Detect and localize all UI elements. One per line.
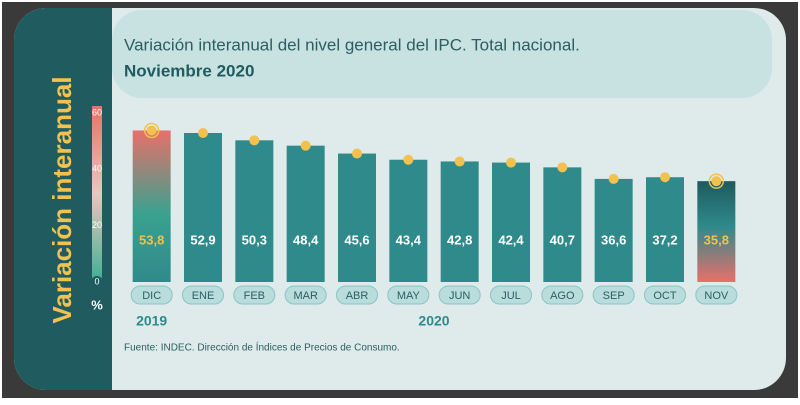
bar [389,159,428,282]
bar [338,153,376,282]
x-tick-label: DIC [142,290,161,302]
x-tick-label: SEP [603,290,625,302]
y-tick-label: 20 [92,220,102,230]
x-tick-label: JUL [501,290,521,302]
side-strip [14,8,112,390]
x-tick-label: ABR [346,290,369,302]
value-label: 50,3 [242,232,267,247]
x-tick-label: OCT [653,290,677,302]
x-tick-label: NOV [704,290,729,302]
category-pill [387,285,430,305]
x-tick-label: JUN [449,290,470,302]
value-label: 40,7 [550,232,575,247]
category-pill [233,285,276,305]
bar [440,161,479,282]
bar [184,132,222,282]
year-label: 2020 [418,313,449,329]
bar [543,167,582,282]
value-label: 52,9 [190,232,215,247]
value-label: 45,6 [344,232,369,247]
y-tick-label: 60 [92,107,102,117]
value-label: 42,8 [447,232,472,247]
bar [286,145,325,282]
value-label: 53,8 [139,232,164,247]
bar [132,130,171,282]
chart-title: Variación interanual del nivel general d… [124,35,580,54]
value-label: 42,4 [498,232,524,247]
category-pill [592,285,635,305]
x-tick-label: AGO [550,290,575,302]
bar-top-ring [708,173,725,189]
bar-top-dot [454,156,465,167]
x-tick-label: ENE [192,290,215,302]
bar [235,140,274,282]
bar-top-dot [300,140,311,151]
bar-top-ring [143,122,160,139]
bar [697,181,736,282]
year-label: 2019 [136,313,167,329]
bar-top-dot [506,157,516,168]
bar-top-dot [352,148,362,159]
x-tick-label: FEB [244,290,265,302]
bar-top-dot [403,154,414,165]
chart-subtitle: Noviembre 2020 [124,61,254,80]
y-axis-bar [92,106,102,282]
category-pill [438,285,481,305]
bar [646,177,684,282]
title-band [112,10,772,98]
bar [594,178,633,282]
category-pill [284,285,327,305]
bar-top-dot [249,135,260,146]
category-pill [541,285,584,305]
bar-top-dot [198,127,208,138]
category-pill [489,285,533,305]
category-pill [335,285,379,305]
value-label: 36,6 [601,232,626,247]
y-tick [91,276,103,288]
category-pill [130,285,173,305]
category-pill [695,285,738,305]
y-tick-label: 40 [92,164,102,174]
category-pill [643,285,687,305]
bar [492,162,530,282]
value-label: 35,8 [704,232,729,247]
bar-top-dot [146,125,157,136]
bar-top-dot [660,172,670,183]
value-label: 48,4 [293,232,319,247]
x-tick-label: MAR [293,290,318,302]
value-label: 43,4 [396,232,422,247]
value-label: 37,2 [652,232,677,247]
source: Fuente: INDEC. Dirección de Índices de P… [124,341,400,354]
y-tick-label: 0 [94,276,99,286]
side-title: Variación interanual [47,76,77,323]
bar-top-dot [557,162,568,173]
bar-top-dot [608,173,619,184]
y-unit: % [91,297,103,312]
x-tick-label: MAY [397,290,421,302]
category-pill [181,285,225,305]
bar-top-dot [711,176,722,187]
